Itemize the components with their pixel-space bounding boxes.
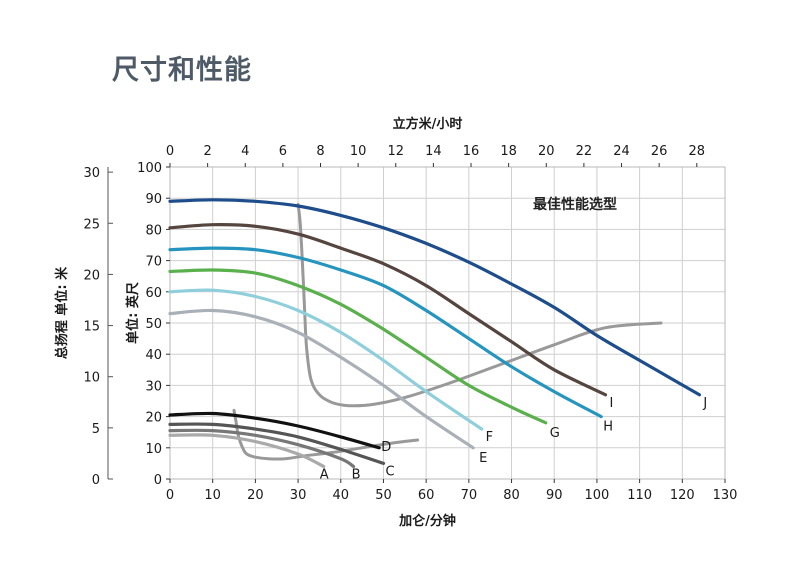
best-performance-label: 最佳性能选型 — [533, 196, 617, 213]
pump-curve-d — [168, 411, 381, 450]
y-tick-label: 70 — [145, 255, 162, 270]
pump-curve-c — [168, 422, 386, 465]
chart-grid — [169, 166, 726, 480]
x-tick-label: 50 — [375, 488, 392, 503]
x2-tick-label: 2 — [203, 144, 211, 159]
efficiency-curve-large-pump-range — [296, 202, 663, 408]
chart-curves — [168, 198, 701, 469]
x-tick-label: 100 — [585, 488, 610, 503]
x2-tick-label: 22 — [576, 144, 593, 159]
y-tick-label: 30 — [145, 379, 162, 394]
y-tick-label: 10 — [145, 442, 162, 457]
x2-tick-label: 8 — [316, 144, 324, 159]
x2-tick-label: 26 — [651, 144, 668, 159]
x2-axis-title: 立方米/小时 — [393, 116, 463, 132]
curve-label-b: B — [352, 468, 361, 483]
y-tick-label: 100 — [137, 161, 162, 176]
curve-label-i: I — [609, 396, 613, 411]
y2-tick-label: 10 — [83, 371, 100, 386]
pump-curve-f — [168, 288, 484, 431]
y-tick-label: 80 — [145, 223, 162, 238]
x2-tick-label: 14 — [425, 144, 442, 159]
x-tick-label: 90 — [546, 488, 563, 503]
pump-curve-e — [168, 308, 475, 450]
x2-tick-label: 0 — [166, 144, 174, 159]
x-tick-label: 0 — [166, 488, 174, 503]
curve-label-d: D — [381, 440, 391, 455]
x-tick-label: 30 — [290, 488, 307, 503]
y2-tick-label: 15 — [83, 320, 100, 335]
x-tick-label: 130 — [713, 488, 738, 503]
curve-label-e: E — [479, 451, 487, 466]
x-axis-title: 加仑/分钟 — [398, 513, 456, 529]
y-tick-label: 90 — [145, 192, 162, 207]
x2-tick-label: 20 — [538, 144, 555, 159]
pump-curve-a — [168, 433, 326, 469]
y2-tick-label: 30 — [83, 166, 100, 181]
pump-curve-j — [168, 198, 701, 397]
x2-tick-label: 28 — [689, 144, 706, 159]
y-tick-label: 20 — [145, 411, 162, 426]
pump-curve-i — [168, 223, 608, 397]
efficiency-curve-small-pump-range — [232, 408, 420, 461]
curve-label-j: J — [702, 396, 707, 411]
x2-tick-label: 10 — [350, 144, 367, 159]
x-tick-label: 80 — [503, 488, 520, 503]
y2-tick-label: 20 — [83, 268, 100, 283]
y2-tick-label: 5 — [92, 422, 100, 437]
x2-tick-label: 12 — [387, 144, 404, 159]
x-tick-label: 110 — [627, 488, 652, 503]
curve-label-c: C — [385, 464, 394, 479]
page-title: 尺寸和性能 — [112, 55, 252, 86]
x2-tick-label: 16 — [463, 144, 480, 159]
x2-tick-label: 24 — [613, 144, 630, 159]
x-tick-label: 20 — [247, 488, 264, 503]
y-tick-label: 0 — [154, 473, 162, 488]
pump-curve-g — [168, 268, 548, 425]
x-tick-label: 40 — [332, 488, 349, 503]
y-tick-label: 40 — [145, 348, 162, 363]
y2-tick-label: 0 — [92, 473, 100, 488]
curve-label-a: A — [320, 468, 329, 483]
curve-label-g: G — [550, 426, 560, 441]
pump-curve-b — [168, 428, 356, 469]
y2-tick-label: 25 — [83, 217, 100, 232]
x-tick-label: 10 — [204, 488, 221, 503]
curve-label-f: F — [486, 430, 493, 445]
y-tick-label: 50 — [145, 317, 162, 332]
x2-tick-label: 6 — [279, 144, 287, 159]
curve-label-h: H — [603, 420, 613, 435]
y-axis-title: 单位: 英尺 — [125, 282, 141, 344]
pump-curve-h — [168, 246, 603, 419]
x2-tick-label: 4 — [241, 144, 249, 159]
x-tick-label: 120 — [670, 488, 695, 503]
chart-labels: A B CD EF G HI J 最佳性能选型 — [320, 196, 708, 483]
x2-tick-label: 18 — [500, 144, 517, 159]
x-tick-label: 60 — [418, 488, 435, 503]
y-tick-label: 60 — [145, 286, 162, 301]
x-tick-label: 70 — [461, 488, 478, 503]
y2-axis-title: 总扬程 单位: 米 — [54, 266, 70, 359]
